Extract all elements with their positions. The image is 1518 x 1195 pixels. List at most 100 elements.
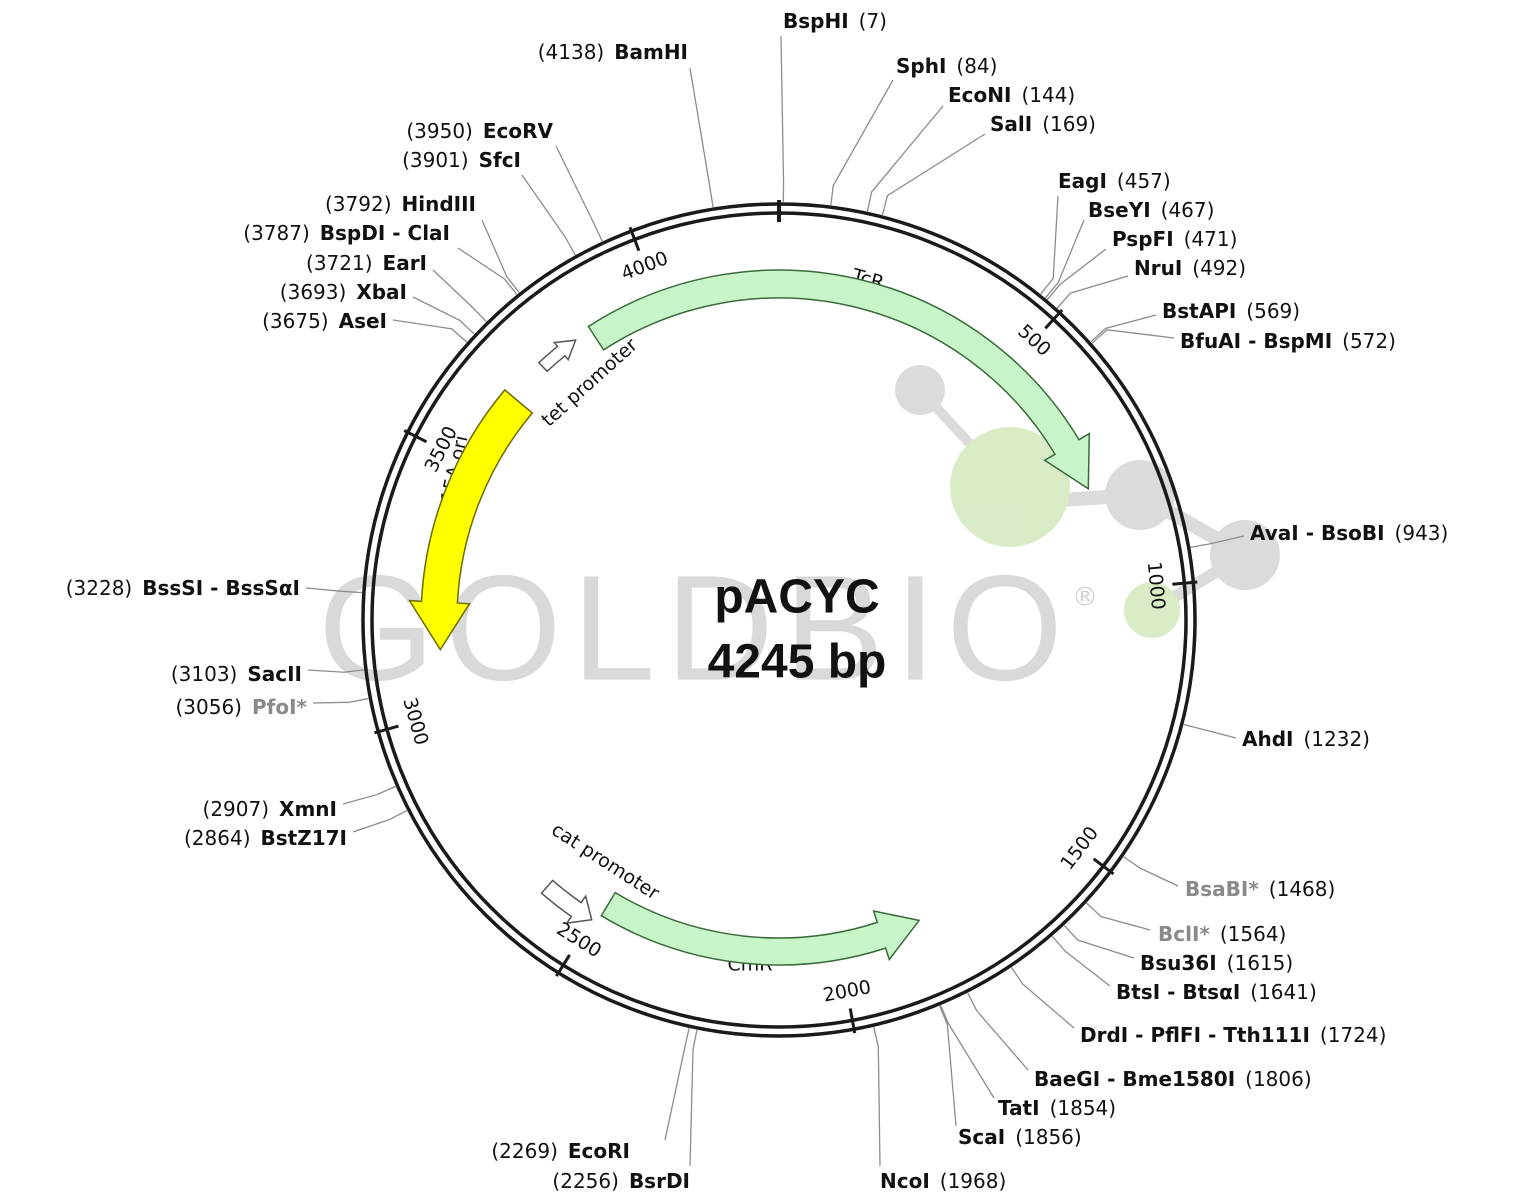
site-position: (2907) [203, 797, 270, 821]
site-leader [689, 1029, 698, 1167]
site-label: BspHI (7) [783, 9, 887, 33]
site-name: BfuAI - BspMI [1180, 329, 1332, 353]
tick-label: 2000 [821, 976, 873, 1006]
logo-dot [1124, 582, 1180, 638]
site-position: (1806) [1245, 1067, 1312, 1091]
site-name: XmnI [279, 797, 337, 821]
feature-arrow [540, 879, 593, 925]
site-position: (144) [1021, 83, 1075, 107]
feature-arrow [600, 891, 921, 966]
site-label: EagI (457) [1058, 169, 1171, 193]
site-name: BstAPI [1162, 299, 1236, 323]
site-label: TatI (1854) [998, 1096, 1116, 1120]
site-position: (84) [956, 54, 997, 78]
site-position: (1564) [1220, 922, 1287, 946]
site-name: NcoI [880, 1169, 930, 1193]
site-name: BspHI [783, 9, 849, 33]
site-position: (569) [1246, 299, 1300, 323]
site-name: SfcI [479, 148, 521, 172]
site-position: (1615) [1227, 951, 1294, 975]
site-leader [481, 219, 520, 293]
site-label: SalI (169) [990, 112, 1096, 136]
tick-mark [1172, 580, 1198, 586]
site-label: (3950) EcoRV [406, 119, 553, 143]
site-name: EcoRV [483, 119, 554, 143]
site-position: (3721) [306, 251, 373, 275]
site-leader [312, 697, 369, 704]
site-name: PspFI [1112, 227, 1174, 251]
site-name: AseI [339, 309, 387, 333]
site-leader [1040, 195, 1059, 295]
site-name: BstZ17I [261, 826, 347, 850]
site-leader [521, 174, 576, 256]
site-name: NruI [1134, 256, 1182, 280]
site-name: BspDI - ClaI [320, 221, 450, 245]
site-label: (3693) XbaI [280, 280, 407, 304]
feature-arrow [587, 269, 1091, 491]
site-leader [1123, 856, 1179, 887]
site-label: (3721) EarI [306, 251, 427, 275]
site-position: (4138) [538, 40, 605, 64]
site-leader [1046, 248, 1107, 300]
site-label: AhdI (1232) [1242, 727, 1370, 751]
feature-arrow [408, 388, 534, 652]
site-leader [1056, 275, 1129, 309]
site-name: EcoNI [948, 83, 1011, 107]
site-label: Bsu36I (1615) [1140, 951, 1293, 975]
site-name: XbaI [356, 280, 407, 304]
site-position: (3693) [280, 280, 347, 304]
site-leader [432, 269, 487, 323]
site-position: (3675) [262, 309, 329, 333]
site-leader [392, 319, 468, 343]
site-label: (3901) SfcI [402, 148, 521, 172]
logo-dot [950, 427, 1070, 547]
site-position: (1856) [1015, 1125, 1082, 1149]
site-name: DrdI - PflFI - Tth111I [1080, 1023, 1310, 1047]
site-label: (4138) BamHI [538, 40, 688, 64]
site-label: (2269) EcoRI [491, 1139, 630, 1163]
site-leader [352, 809, 408, 833]
site-name: SacII [247, 662, 302, 686]
site-label: (3675) AseI [262, 309, 387, 333]
site-label: DrdI - PflFI - Tth111I (1724) [1080, 1023, 1386, 1047]
site-leader [664, 1028, 690, 1141]
site-position: (572) [1342, 329, 1396, 353]
site-label: (3056) PfoI* [175, 695, 307, 719]
site-label: BtsI - BtsαI (1641) [1116, 980, 1317, 1004]
logo-dot [1105, 460, 1175, 530]
logo-dot [895, 365, 945, 415]
site-position: (471) [1184, 227, 1238, 251]
logo-graphic [895, 365, 1280, 638]
site-position: (3950) [406, 119, 473, 143]
site-leader [1010, 967, 1075, 1029]
watermark-mark: ® [1072, 583, 1098, 613]
site-position: (492) [1192, 256, 1246, 280]
site-name: BsrDI [629, 1169, 690, 1193]
site-leader [940, 1005, 995, 1099]
site-label: (3792) HindIII [325, 192, 476, 216]
logo-dot [1210, 520, 1280, 590]
site-label: NruI (492) [1134, 256, 1246, 280]
site-leader [457, 247, 518, 295]
tick-mark [628, 226, 641, 252]
site-leader [780, 35, 785, 203]
feature-label: tet promoter [537, 334, 642, 431]
site-label: PspFI (471) [1112, 227, 1237, 251]
site-label: (2256) BsrDI [552, 1169, 690, 1193]
feature-arrow [537, 339, 577, 373]
site-position: (3792) [325, 192, 392, 216]
site-leader [689, 67, 714, 208]
tick-label: 1000 [1143, 561, 1169, 611]
site-label: BfuAI - BspMI (572) [1180, 329, 1396, 353]
site-leader [342, 785, 396, 805]
site-leader [830, 79, 894, 206]
tick-mark [1044, 308, 1064, 330]
site-position: (1724) [1320, 1023, 1387, 1047]
plasmid-size: 4245 bp [708, 636, 887, 689]
site-leader [1183, 723, 1237, 739]
site-label: (3103) SacII [171, 662, 302, 686]
site-leader [307, 669, 365, 673]
site-label: (2907) XmnI [203, 797, 337, 821]
site-name: SalI [990, 112, 1032, 136]
site-leader [1190, 535, 1245, 548]
